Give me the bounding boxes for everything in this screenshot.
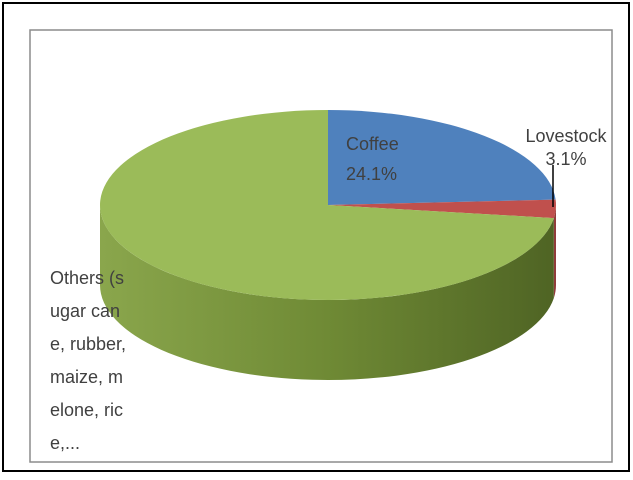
value-label: 3.1% [545,149,586,169]
slice-label: Others (sugar cane, rubber, maize, melon… [50,268,127,453]
slice-label-box: Others (sugar cane, rubber, maize, melon… [50,268,127,453]
slice [328,199,557,219]
slice-side [553,205,556,299]
slice [99,110,554,301]
slice-label: Coffee [346,134,399,154]
pie [99,110,557,380]
value-label: 24.1% [346,164,397,184]
slice-side [100,205,554,380]
slice-label: Lovestock [525,126,607,146]
slice [328,110,556,205]
